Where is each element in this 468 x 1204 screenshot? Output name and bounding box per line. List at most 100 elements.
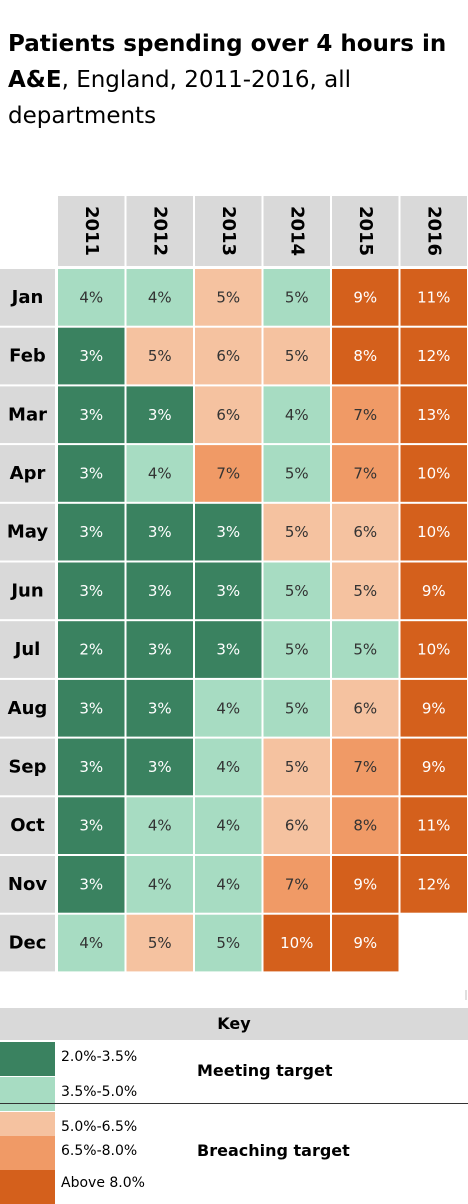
cell-Jun-2014 xyxy=(263,562,330,620)
cell-label-May-2012: 3% xyxy=(148,523,172,541)
cell-label-Sep-2015: 7% xyxy=(353,758,377,776)
key-divider xyxy=(0,1103,468,1104)
column-header-2014: 2014 xyxy=(286,206,307,256)
cell-Mar-2012 xyxy=(126,386,193,444)
cell-Apr-2013 xyxy=(195,445,262,502)
column-header-bg-2011 xyxy=(58,196,125,266)
row-header-bg-May xyxy=(0,503,55,561)
cell-label-Dec-2011: 4% xyxy=(79,934,103,952)
cell-Feb-2013 xyxy=(195,327,262,385)
row-header-Jul: Jul xyxy=(13,639,41,660)
column-header-2013: 2013 xyxy=(218,206,239,256)
cell-label-Jan-2014: 5% xyxy=(285,288,309,306)
cell-label-Jun-2011: 3% xyxy=(79,582,103,600)
cell-Feb-2016 xyxy=(400,327,467,385)
cell-Nov-2015 xyxy=(332,856,399,913)
row-header-Apr: Apr xyxy=(10,463,46,484)
cell-Aug-2015 xyxy=(332,679,399,737)
key-swatch-4 xyxy=(0,1170,55,1204)
cell-Apr-2014 xyxy=(263,445,330,502)
cell-label-Feb-2015: 8% xyxy=(353,347,377,365)
key-swatch-0 xyxy=(0,1042,55,1076)
cell-label-Jan-2013: 5% xyxy=(216,288,240,306)
cell-label-Nov-2016: 12% xyxy=(417,875,450,893)
cell-label-Apr-2012: 4% xyxy=(148,464,172,482)
cell-label-Feb-2011: 3% xyxy=(79,347,103,365)
key-range-1: 3.5%-5.0% xyxy=(61,1084,138,1100)
cell-label-Jan-2012: 4% xyxy=(148,288,172,306)
cell-label-Sep-2012: 3% xyxy=(148,758,172,776)
chart-title-rest: , England, 2011-2016, all departments xyxy=(8,67,352,129)
row-header-bg-Nov xyxy=(0,856,55,913)
cell-label-Mar-2015: 7% xyxy=(353,406,377,424)
key-range-0: 2.0%-3.5% xyxy=(61,1049,138,1065)
cell-label-Dec-2015: 9% xyxy=(353,934,377,952)
cell-Aug-2012 xyxy=(126,679,193,737)
cell-label-May-2015: 6% xyxy=(353,523,377,541)
cell-label-Jun-2016: 9% xyxy=(422,582,446,600)
cell-label-Apr-2013: 7% xyxy=(216,464,240,482)
cell-label-Jul-2011: 2% xyxy=(79,641,103,659)
cell-label-Feb-2016: 12% xyxy=(417,347,450,365)
row-header-bg-Jul xyxy=(0,621,55,678)
cell-label-Oct-2014: 6% xyxy=(285,817,309,835)
row-header-bg-Apr xyxy=(0,445,55,502)
column-header-2011: 2011 xyxy=(81,206,102,256)
key-swatch-1 xyxy=(0,1077,55,1111)
row-header-bg-Jun xyxy=(0,562,55,620)
row-header-Aug: Aug xyxy=(8,698,48,719)
row-header-bg-Mar xyxy=(0,386,55,444)
cell-label-Aug-2014: 5% xyxy=(285,699,309,717)
cell-Jan-2012 xyxy=(126,269,193,326)
cell-label-Aug-2016: 9% xyxy=(422,699,446,717)
cell-Jul-2012 xyxy=(126,621,193,678)
cell-label-Dec-2013: 5% xyxy=(216,934,240,952)
cell-Apr-2011 xyxy=(58,445,125,502)
cell-Oct-2016 xyxy=(400,797,467,854)
cell-Jun-2015 xyxy=(332,562,399,620)
cell-Jan-2013 xyxy=(195,269,262,326)
cell-label-Apr-2014: 5% xyxy=(285,464,309,482)
cell-label-Dec-2012: 5% xyxy=(148,934,172,952)
row-header-Sep: Sep xyxy=(8,756,46,777)
cell-label-Aug-2015: 6% xyxy=(353,699,377,717)
column-header-2015: 2015 xyxy=(355,206,376,256)
row-header-May: May xyxy=(7,522,49,543)
cell-Aug-2014 xyxy=(263,679,330,737)
cell-Nov-2012 xyxy=(126,856,193,913)
row-header-bg-Aug xyxy=(0,679,55,737)
key-header: Key xyxy=(0,1008,468,1040)
cell-label-May-2011: 3% xyxy=(79,523,103,541)
cell-label-Jul-2013: 3% xyxy=(216,641,240,659)
cell-Feb-2014 xyxy=(263,327,330,385)
key-group-meeting: Meeting target xyxy=(197,1061,333,1080)
cell-label-Apr-2011: 3% xyxy=(79,464,103,482)
row-header-bg-Feb xyxy=(0,327,55,385)
cell-Jul-2013 xyxy=(195,621,262,678)
cell-label-Nov-2012: 4% xyxy=(148,875,172,893)
chart-title: Patients spending over 4 hours in A&E, E… xyxy=(8,26,458,134)
row-header-Jan: Jan xyxy=(10,287,44,308)
column-header-bg-2015 xyxy=(332,196,399,266)
cell-label-Sep-2016: 9% xyxy=(422,758,446,776)
cell-label-Feb-2014: 5% xyxy=(285,347,309,365)
cell-Nov-2016 xyxy=(400,856,467,913)
cell-label-Oct-2011: 3% xyxy=(79,817,103,835)
cell-Oct-2014 xyxy=(263,797,330,854)
cell-Jan-2014 xyxy=(263,269,330,326)
cell-Mar-2016 xyxy=(400,386,467,444)
cell-Apr-2012 xyxy=(126,445,193,502)
cell-label-Jul-2014: 5% xyxy=(285,641,309,659)
cell-label-Oct-2013: 4% xyxy=(216,817,240,835)
key-legend: Key 2.0%-3.5% 3.5%-5.0% Meeting target 5… xyxy=(0,1008,468,1204)
cell-Apr-2015 xyxy=(332,445,399,502)
cell-Jun-2013 xyxy=(195,562,262,620)
cell-label-Nov-2011: 3% xyxy=(79,875,103,893)
cell-Jul-2015 xyxy=(332,621,399,678)
cell-Oct-2011 xyxy=(58,797,125,854)
key-swatch-3 xyxy=(0,1136,55,1170)
cell-Sep-2012 xyxy=(126,738,193,796)
cell-May-2015 xyxy=(332,503,399,561)
cell-Nov-2013 xyxy=(195,856,262,913)
cell-Mar-2014 xyxy=(263,386,330,444)
